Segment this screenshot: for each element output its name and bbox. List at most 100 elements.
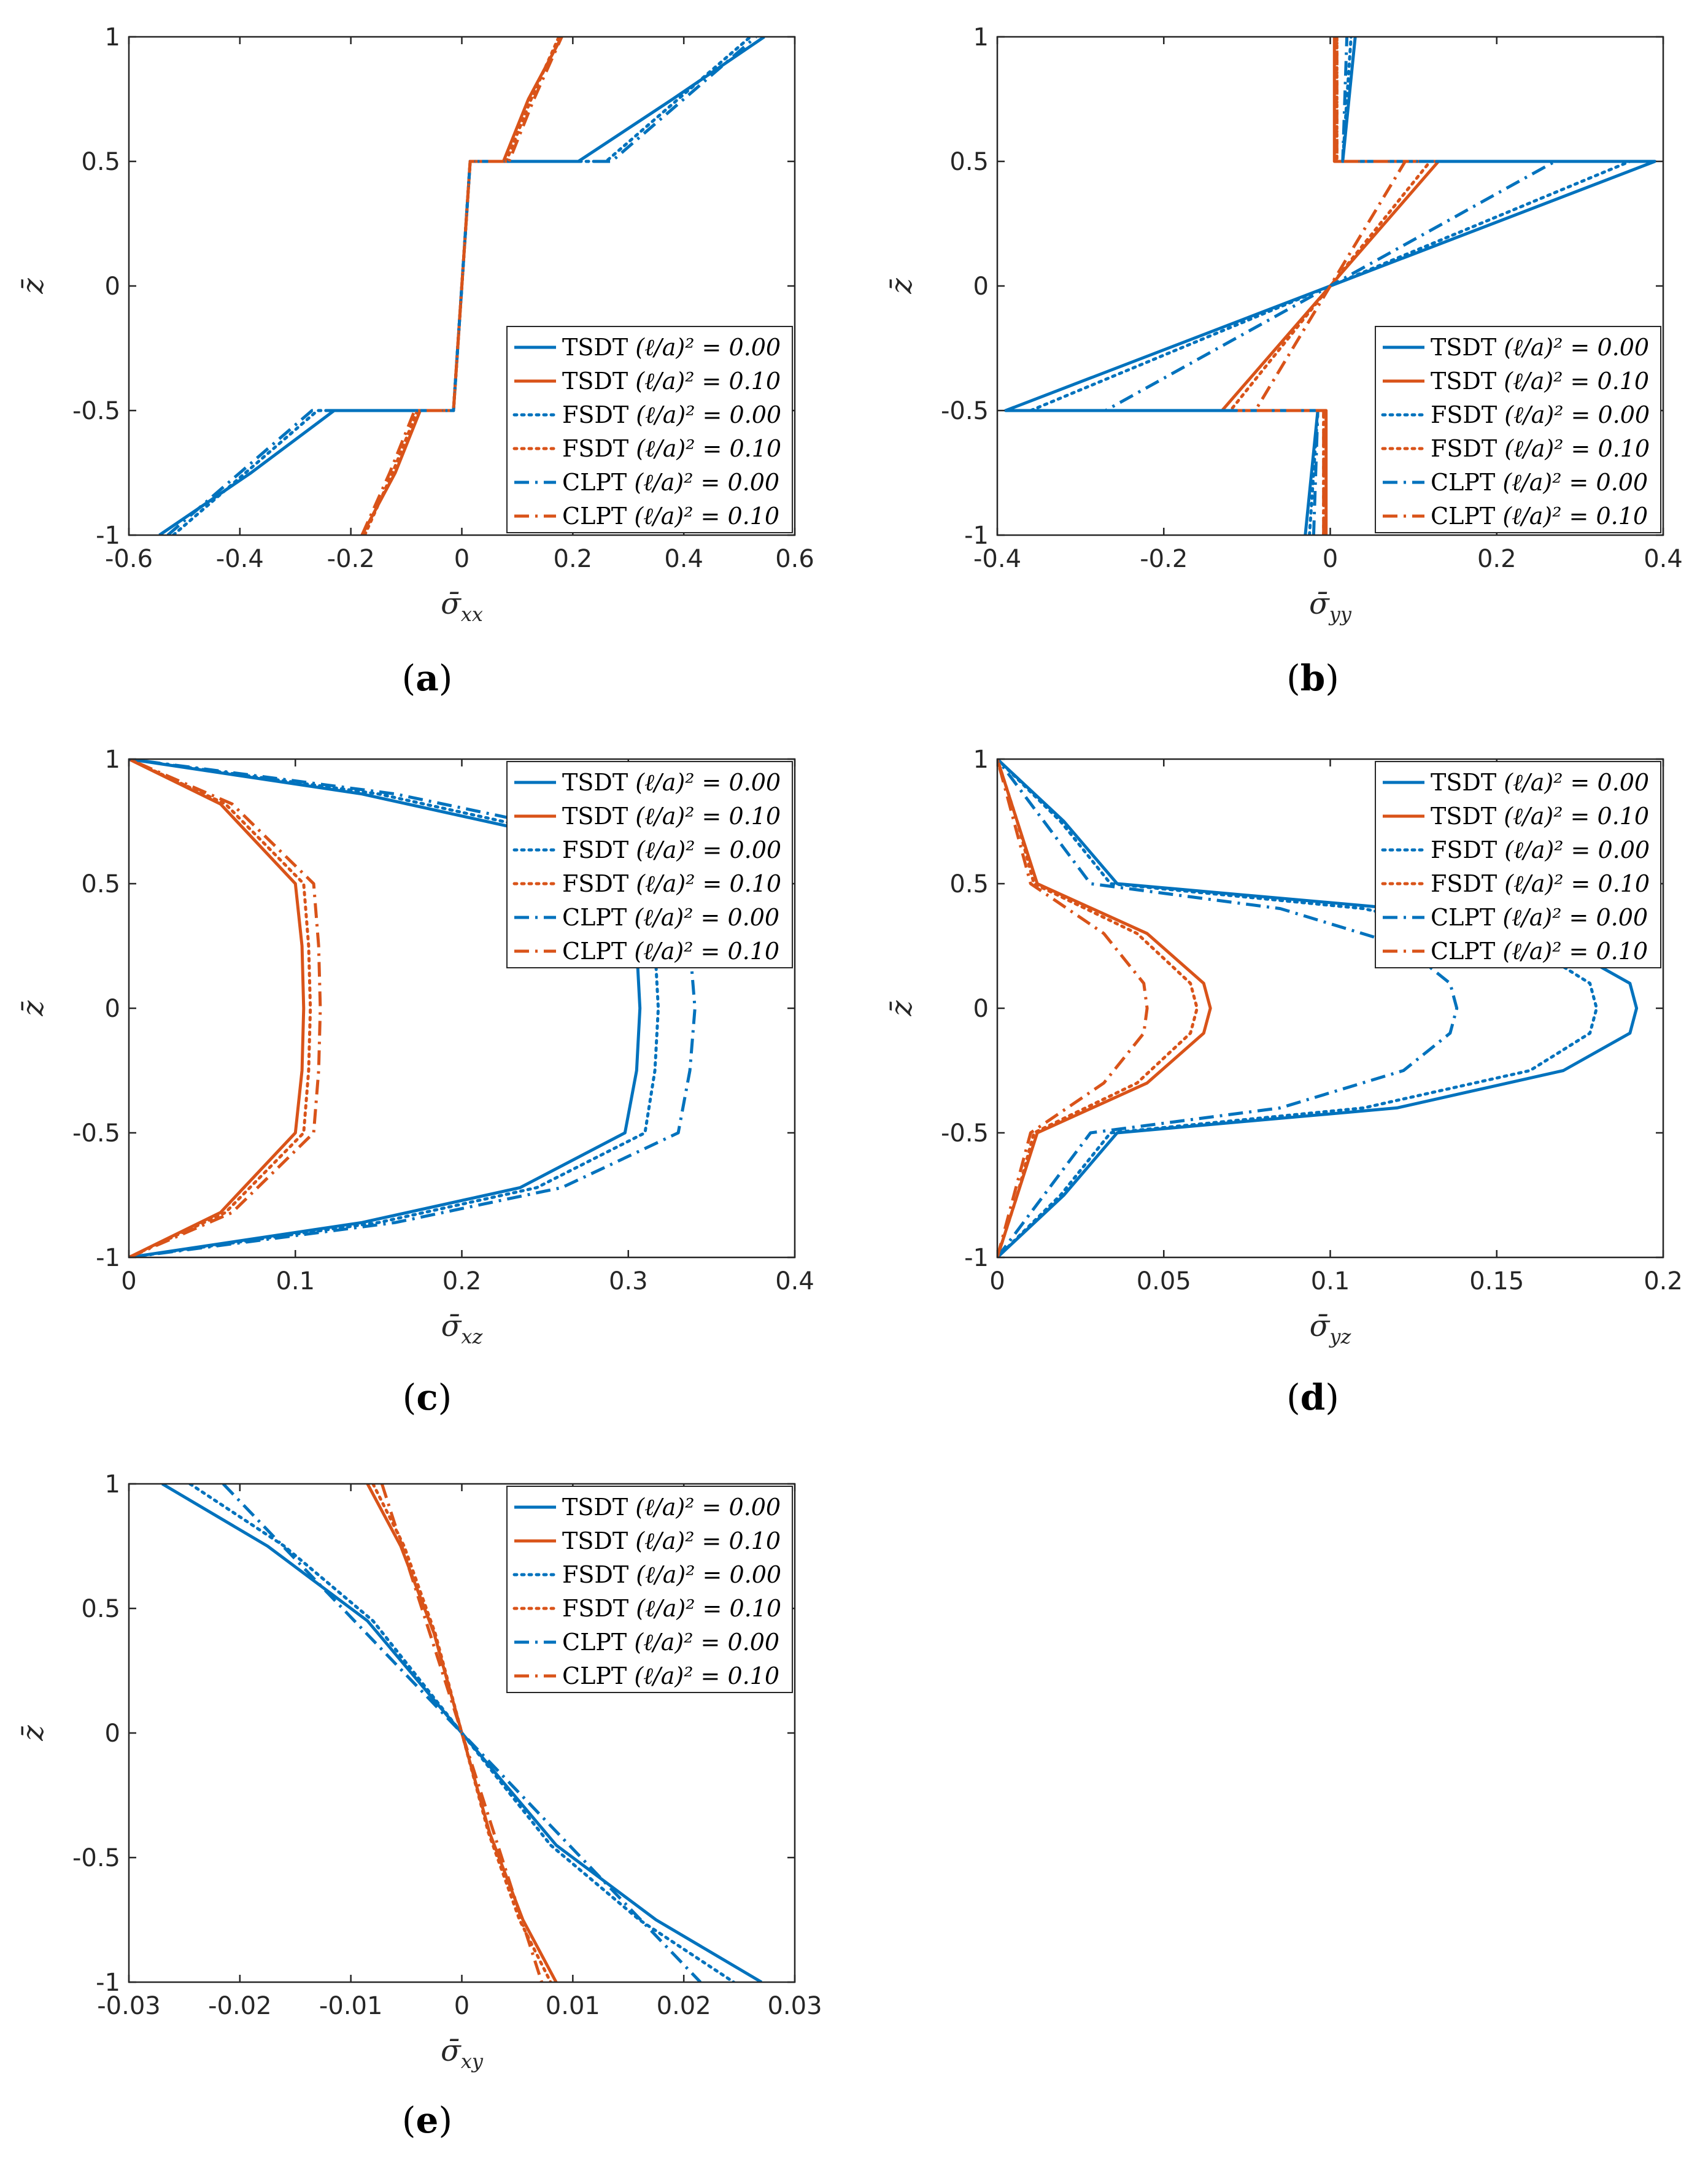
legend-label: FSDT (ℓ/a)² = 0.00 xyxy=(1431,401,1650,428)
y-tick-label: -0.5 xyxy=(941,1119,989,1148)
x-tick-label: -0.2 xyxy=(1140,545,1188,573)
y-tick-label: 0 xyxy=(973,995,989,1023)
series-group xyxy=(161,1484,763,1982)
y-tick-label: 1 xyxy=(105,1470,120,1499)
legend: TSDT (ℓ/a)² = 0.00 TSDT (ℓ/a)² = 0.10 FSDT… xyxy=(506,761,793,968)
y-tick-label: 0 xyxy=(105,272,120,301)
x-tick-label: 0 xyxy=(454,1992,470,2020)
y-tick-label: 0.5 xyxy=(949,870,989,898)
x-axis-label: σ̄yz xyxy=(1310,1309,1352,1348)
series-line-1 xyxy=(129,759,642,1257)
series-line-5 xyxy=(129,759,697,1257)
panel-c: 0 0.1 0.2 0.3 0.4 -1 -0.5 0 0.5 1 σ̄xz z̄ TSDT (ℓ/a)… xyxy=(16,746,814,1418)
x-axis-label: σ̄xy xyxy=(441,2034,484,2073)
panel-d: 0 0.05 0.1 0.15 0.2 -1 -0.5 0 0.5 1 σ̄yz z̄ TSDT (ℓ/… xyxy=(884,746,1683,1418)
series-line-6 xyxy=(1253,37,1407,535)
series-line-6 xyxy=(360,37,563,535)
legend-label: TSDT (ℓ/a)² = 0.00 xyxy=(562,334,781,361)
series-group xyxy=(1004,37,1656,535)
legend-label: TSDT (ℓ/a)² = 0.10 xyxy=(562,803,781,830)
legend-label: FSDT (ℓ/a)² = 0.00 xyxy=(562,401,781,428)
x-tick-label: 0 xyxy=(454,545,470,573)
legend-label: TSDT (ℓ/a)² = 0.00 xyxy=(1431,769,1649,796)
series-group xyxy=(158,37,765,535)
legend-label: FSDT (ℓ/a)² = 0.00 xyxy=(562,1561,781,1588)
x-tick-label: 0.03 xyxy=(767,1992,822,2020)
series-line-2 xyxy=(997,759,1212,1257)
series-line-1 xyxy=(997,759,1639,1257)
legend-label: CLPT (ℓ/a)² = 0.00 xyxy=(562,904,779,931)
series-line-2 xyxy=(129,759,306,1257)
series-line-6 xyxy=(997,759,1149,1257)
legend-box xyxy=(1375,761,1661,968)
legend-label: FSDT (ℓ/a)² = 0.10 xyxy=(562,1595,781,1622)
x-tick-label: 0.1 xyxy=(1311,1267,1350,1295)
x-tick-label: 0.02 xyxy=(657,1992,711,2020)
y-tick-label: 0.5 xyxy=(949,148,989,176)
legend-label: CLPT (ℓ/a)² = 0.10 xyxy=(562,938,779,965)
legend-label: FSDT (ℓ/a)² = 0.10 xyxy=(1431,435,1650,462)
y-tick-label: -0.5 xyxy=(72,397,120,425)
x-tick-label: -0.03 xyxy=(97,1992,161,2020)
x-tick-label: 0 xyxy=(1323,545,1338,573)
legend: TSDT (ℓ/a)² = 0.00 TSDT (ℓ/a)² = 0.10 FSDT… xyxy=(506,326,793,533)
y-tick-label: 0.5 xyxy=(81,1595,120,1623)
legend-label: CLPT (ℓ/a)² = 0.10 xyxy=(1431,938,1648,965)
x-tick-label: 0.15 xyxy=(1469,1267,1524,1295)
legend-label: TSDT (ℓ/a)² = 0.00 xyxy=(1431,334,1649,361)
y-tick-label: -1 xyxy=(96,522,120,550)
series-line-3 xyxy=(997,759,1598,1257)
x-tick-label: 0.3 xyxy=(609,1267,648,1295)
panel-caption: (e) xyxy=(402,2099,452,2141)
series-group xyxy=(129,759,697,1257)
y-tick-label: 1 xyxy=(105,23,120,52)
legend-box xyxy=(506,761,793,968)
y-tick-label: 0 xyxy=(105,1719,120,1748)
legend: TSDT (ℓ/a)² = 0.00 TSDT (ℓ/a)² = 0.10 FSDT… xyxy=(506,1486,793,1693)
y-tick-label: 0.5 xyxy=(81,148,120,176)
y-axis-label: z̄ xyxy=(16,1725,50,1742)
series-line-4 xyxy=(129,759,312,1257)
legend-label: CLPT (ℓ/a)² = 0.00 xyxy=(562,1629,779,1656)
y-tick-label: -1 xyxy=(964,522,989,550)
legend: TSDT (ℓ/a)² = 0.00 TSDT (ℓ/a)² = 0.10 FSDT… xyxy=(1375,326,1661,533)
legend-label: CLPT (ℓ/a)² = 0.00 xyxy=(1431,904,1648,931)
series-line-5 xyxy=(997,759,1459,1257)
x-tick-label: 0 xyxy=(121,1267,136,1295)
series-line-5 xyxy=(222,1484,702,1982)
x-tick-label: 0.4 xyxy=(664,545,703,573)
series-line-6 xyxy=(129,759,322,1257)
legend-box xyxy=(506,1486,793,1693)
legend-label: FSDT (ℓ/a)² = 0.00 xyxy=(562,836,781,863)
legend-box xyxy=(1375,326,1661,533)
panel-a: -0.6 -0.4 -0.2 0 0.2 0.4 0.6 -1 -0.5 0 0.5 1 σ̄xx z̄ T… xyxy=(16,23,814,699)
legend-box xyxy=(506,326,793,533)
legend-label: TSDT (ℓ/a)² = 0.10 xyxy=(1431,803,1649,830)
legend-label: FSDT (ℓ/a)² = 0.10 xyxy=(562,435,781,462)
panel-caption: (c) xyxy=(403,1376,452,1418)
x-tick-label: 0.1 xyxy=(276,1267,315,1295)
y-axis-label: z̄ xyxy=(16,1000,50,1017)
legend-label: FSDT (ℓ/a)² = 0.10 xyxy=(562,870,781,897)
panel-e: -0.03 -0.02 -0.01 0 0.01 0.02 0.03 -1 -0.5 0 0.5 1 σ… xyxy=(16,1470,822,2141)
x-tick-label: 0.4 xyxy=(1644,545,1683,573)
legend-label: TSDT (ℓ/a)² = 0.10 xyxy=(1431,368,1649,395)
legend-label: CLPT (ℓ/a)² = 0.10 xyxy=(1431,503,1648,530)
legend-label: CLPT (ℓ/a)² = 0.10 xyxy=(562,503,779,530)
y-tick-label: -1 xyxy=(964,1244,989,1272)
x-tick-label: -0.6 xyxy=(105,545,153,573)
x-axis-label: σ̄xx xyxy=(441,587,483,626)
y-tick-label: 1 xyxy=(973,746,989,774)
y-tick-label: 0 xyxy=(105,995,120,1023)
legend-label: TSDT (ℓ/a)² = 0.10 xyxy=(562,368,781,395)
y-tick-label: -0.5 xyxy=(72,1844,120,1872)
y-tick-label: -1 xyxy=(96,1969,120,1997)
legend-label: CLPT (ℓ/a)² = 0.00 xyxy=(562,469,779,496)
legend-label: TSDT (ℓ/a)² = 0.00 xyxy=(562,769,781,796)
x-tick-label: 0.2 xyxy=(1644,1267,1683,1295)
x-tick-label: 0.2 xyxy=(554,545,593,573)
legend-label: CLPT (ℓ/a)² = 0.00 xyxy=(1431,469,1648,496)
y-tick-label: 0 xyxy=(973,272,989,301)
y-axis-label: z̄ xyxy=(884,278,919,295)
y-tick-label: 1 xyxy=(105,746,120,774)
